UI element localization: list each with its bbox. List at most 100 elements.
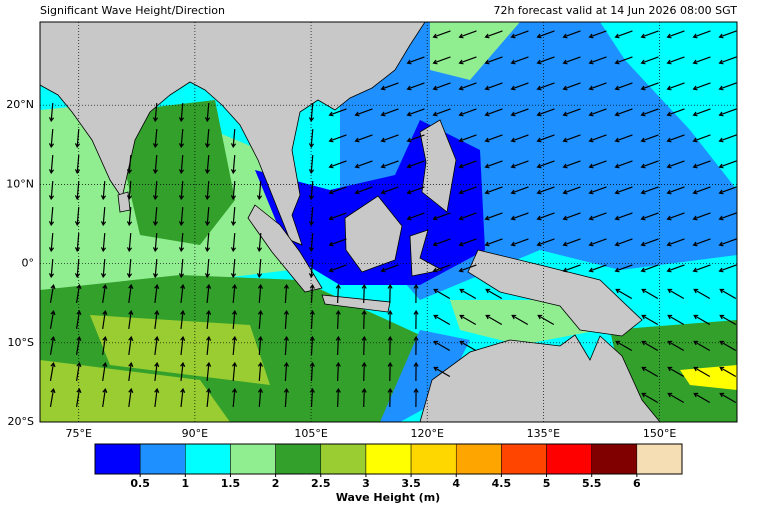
- land-mass: [247, 204, 323, 293]
- arrow: [387, 283, 393, 304]
- arrow: [692, 30, 711, 39]
- land-mass: [117, 191, 131, 213]
- arrow: [308, 206, 315, 227]
- arrow: [692, 108, 711, 117]
- arrow: [154, 309, 160, 330]
- arrow: [154, 387, 160, 408]
- arrow: [588, 238, 607, 247]
- arrow: [588, 56, 607, 65]
- arrow: [667, 392, 685, 404]
- arrow: [484, 186, 503, 195]
- arrow: [640, 56, 659, 65]
- arrow: [458, 82, 477, 91]
- arrow: [74, 206, 81, 227]
- arrow: [406, 134, 425, 143]
- wave-region: [40, 360, 230, 422]
- arrow: [458, 160, 477, 169]
- arrow: [75, 283, 82, 303]
- arrow: [257, 335, 264, 356]
- arrow: [361, 283, 367, 304]
- arrow: [510, 82, 529, 91]
- arrow: [380, 108, 399, 117]
- arrow: [485, 314, 503, 326]
- arrow: [562, 56, 581, 65]
- arrow: [562, 186, 581, 195]
- arrow: [49, 361, 56, 381]
- arrow: [667, 288, 685, 300]
- arrow: [718, 56, 737, 65]
- arrow: [231, 387, 238, 408]
- colorbar-tick-label: 1.5: [221, 477, 241, 490]
- arrow: [666, 160, 685, 169]
- arrow: [458, 56, 477, 65]
- colorbar-box: [275, 443, 322, 475]
- arrow: [536, 160, 555, 169]
- arrow: [128, 283, 134, 303]
- arrow: [380, 186, 399, 195]
- arrow: [75, 361, 82, 381]
- arrow: [458, 238, 477, 247]
- y-tick-label: 20°S: [8, 415, 34, 428]
- colorbar-tick-label: 6: [633, 477, 641, 490]
- arrow: [204, 128, 211, 149]
- arrow: [178, 258, 185, 279]
- colorbar-tick-label: 5: [543, 477, 551, 490]
- arrow: [178, 180, 185, 201]
- arrow: [693, 392, 711, 404]
- arrow: [231, 283, 238, 304]
- arrow: [536, 238, 555, 247]
- land: [40, 22, 661, 422]
- arrow: [718, 108, 737, 117]
- arrow: [180, 309, 186, 330]
- colorbar-tick-label: 2.5: [311, 477, 331, 490]
- wave-region: [125, 100, 235, 245]
- arrow: [588, 134, 607, 143]
- arrow: [48, 102, 55, 123]
- arrow: [432, 82, 451, 91]
- arrow: [666, 108, 685, 117]
- arrow: [510, 30, 529, 39]
- arrow: [484, 82, 503, 91]
- arrow: [354, 186, 373, 195]
- arrow: [128, 335, 134, 355]
- arrow: [74, 128, 81, 149]
- arrow: [335, 387, 341, 408]
- arrow: [335, 283, 341, 304]
- arrow: [666, 264, 685, 273]
- arrow: [230, 232, 237, 253]
- arrow: [49, 283, 56, 303]
- arrow: [536, 30, 555, 39]
- arrow: [510, 160, 529, 169]
- arrow: [361, 387, 367, 408]
- arrow: [102, 387, 108, 407]
- x-tick-label: 105°E: [294, 427, 327, 440]
- arrow: [692, 134, 711, 143]
- arrow: [640, 186, 659, 195]
- wave-region: [90, 315, 270, 385]
- arrow: [128, 387, 134, 407]
- arrow: [693, 314, 711, 326]
- colorbar-tick-label: 1: [181, 477, 189, 490]
- subtitle: 72h forecast valid at 14 Jun 2026 08:00 …: [493, 4, 737, 17]
- arrow: [387, 387, 393, 408]
- arrow: [206, 309, 212, 330]
- arrow: [692, 264, 711, 273]
- arrow: [458, 186, 477, 195]
- x-tick-label: 120°E: [410, 427, 443, 440]
- arrow: [361, 361, 367, 382]
- arrow: [152, 258, 159, 279]
- arrow: [719, 288, 737, 300]
- colorbar-tick-label: 0.5: [130, 477, 150, 490]
- arrow: [204, 232, 211, 253]
- arrow: [693, 288, 711, 300]
- arrow: [666, 56, 685, 65]
- arrow: [719, 392, 737, 404]
- arrow: [693, 366, 711, 378]
- arrow: [75, 309, 82, 329]
- arrow: [640, 134, 659, 143]
- arrow: [309, 361, 315, 382]
- arrow: [387, 335, 393, 356]
- arrow: [432, 212, 451, 221]
- arrow: [484, 212, 503, 221]
- arrow: [537, 314, 555, 326]
